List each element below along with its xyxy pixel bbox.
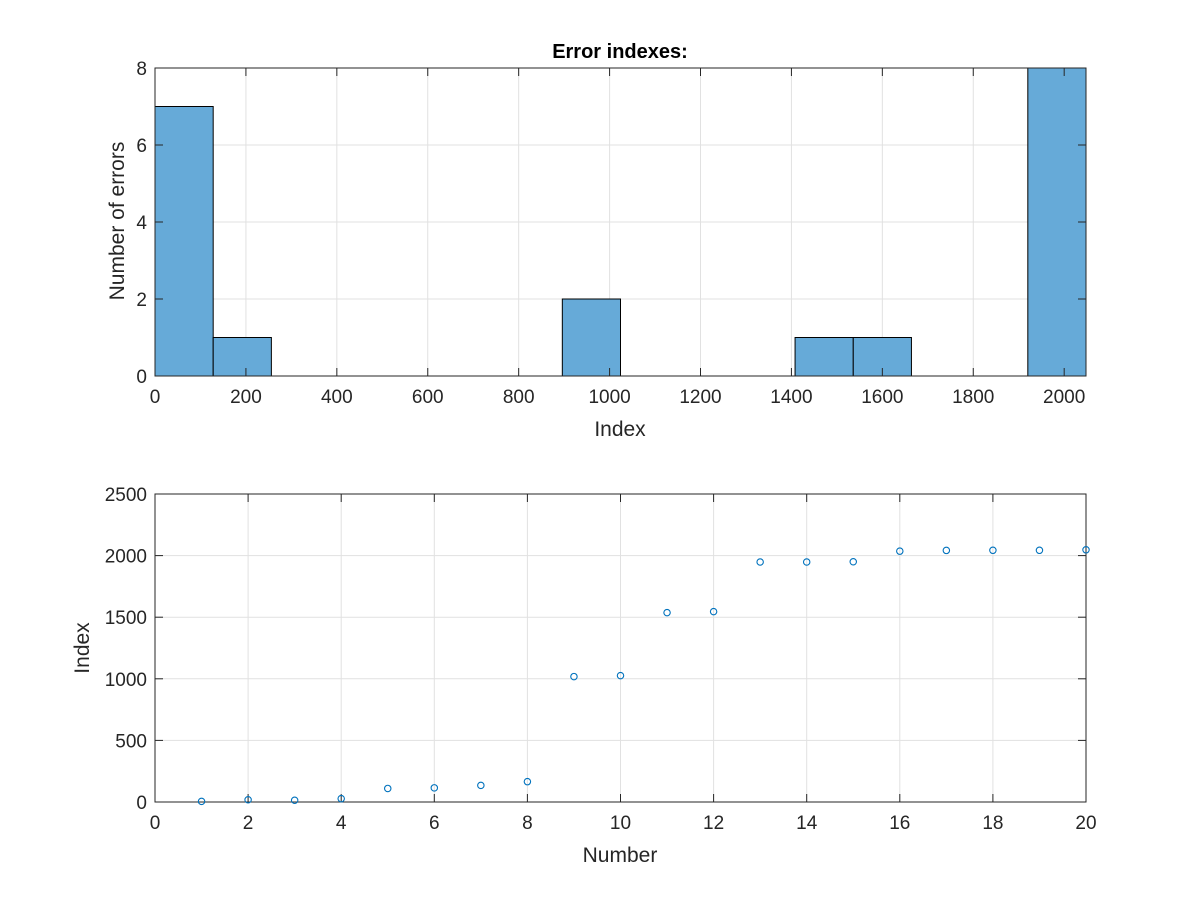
histogram-x-tick-label: 800 (503, 387, 535, 408)
scatter-panel: Number Index 0 2 4 6 8 10 12 14 16 18 20 0 500 1000 15… (71, 485, 1097, 867)
scatter-x-tick-label: 2 (243, 813, 254, 834)
histogram-x-tick-label: 1400 (770, 387, 812, 408)
scatter-point (290, 796, 299, 805)
scatter-point (1082, 546, 1090, 554)
scatter-point (1035, 546, 1044, 555)
scatter-point (523, 777, 532, 786)
scatter-point (477, 781, 485, 790)
histogram-bar (561, 298, 621, 377)
scatter-point (709, 607, 718, 616)
histogram-x-tick-label: 2000 (1043, 387, 1085, 408)
scatter-x-tick-label: 8 (522, 813, 533, 834)
histogram-x-tick-label: 1000 (588, 387, 630, 408)
histogram-bar (794, 337, 854, 377)
histogram-bar (154, 106, 214, 377)
histogram-bar (1027, 67, 1087, 377)
scatter-point (942, 546, 951, 555)
scatter-point (756, 558, 764, 566)
histogram-x-tick-label: 1200 (679, 387, 721, 408)
histogram-x-tick-label: 200 (230, 387, 262, 408)
scatter-y-tick-label: 0 (136, 793, 147, 814)
scatter-point (896, 547, 904, 555)
scatter-point (430, 784, 439, 792)
histogram-y-tick-label: 0 (136, 367, 147, 388)
scatter-x-tick-label: 6 (429, 813, 440, 834)
scatter-y-tick-label: 2500 (105, 485, 147, 506)
histogram-y-axis-label: Number of errors (106, 142, 129, 301)
histogram-y-tick-label: 4 (136, 213, 147, 234)
histogram-x-tick-label: 0 (150, 387, 161, 408)
histogram-y-tick-label: 2 (136, 290, 147, 311)
scatter-x-tick-label: 10 (610, 813, 631, 834)
scatter-x-tick-label: 0 (150, 813, 161, 834)
scatter-point (802, 558, 811, 566)
scatter-y-tick-label: 1000 (105, 670, 147, 691)
histogram-x-tick-label: 600 (412, 387, 444, 408)
histogram-bar (212, 337, 272, 377)
histogram-x-tick-label: 1600 (861, 387, 903, 408)
scatter-x-tick-label: 18 (982, 813, 1003, 834)
scatter-y-axis-label: Index (71, 622, 94, 674)
scatter-y-tick-label: 2000 (105, 547, 147, 568)
histogram-y-tick-label: 6 (136, 136, 147, 157)
scatter-point (570, 672, 578, 681)
scatter-y-tick-label: 1500 (105, 608, 147, 629)
scatter-point (197, 797, 206, 806)
histogram-x-tick-label: 1800 (952, 387, 994, 408)
scatter-x-tick-label: 12 (703, 813, 724, 834)
histogram-y-tick-label: 8 (136, 59, 147, 80)
scatter-point (383, 784, 392, 793)
scatter-point (244, 796, 252, 804)
histogram-panel: Index Number of errors 0 200 400 600 800 1000… (106, 41, 1087, 441)
histogram-title: Error indexes: (552, 41, 688, 63)
scatter-point (616, 671, 625, 680)
scatter-point (337, 794, 345, 803)
scatter-x-tick-label: 16 (889, 813, 910, 834)
scatter-x-axis-label: Number (583, 844, 658, 867)
scatter-point (849, 558, 857, 566)
scatter-y-tick-label: 500 (115, 731, 147, 752)
scatter-x-tick-label: 14 (796, 813, 818, 834)
histogram-x-tick-label: 400 (321, 387, 353, 408)
scatter-point (663, 608, 671, 617)
scatter-x-tick-label: 4 (336, 813, 347, 834)
histogram-x-axis-label: Index (594, 418, 646, 441)
scatter-point (989, 546, 997, 555)
scatter-x-tick-label: 20 (1075, 813, 1096, 834)
